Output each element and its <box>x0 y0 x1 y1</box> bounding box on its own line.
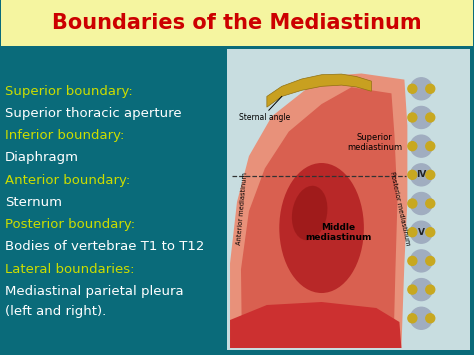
Polygon shape <box>267 74 371 107</box>
Polygon shape <box>241 87 397 348</box>
FancyBboxPatch shape <box>1 0 473 46</box>
Text: IV: IV <box>416 170 427 179</box>
Text: Inferior boundary:: Inferior boundary: <box>5 129 124 142</box>
Text: Diaphragm: Diaphragm <box>5 151 79 164</box>
Text: Boundaries of the Mediastinum: Boundaries of the Mediastinum <box>52 13 422 33</box>
Text: Mediastinal parietal pleura: Mediastinal parietal pleura <box>5 285 183 298</box>
Circle shape <box>408 199 417 208</box>
Circle shape <box>408 285 417 294</box>
Text: Anterior mediastinum: Anterior mediastinum <box>236 171 248 245</box>
Circle shape <box>426 113 435 122</box>
Circle shape <box>408 170 417 179</box>
Ellipse shape <box>292 186 328 240</box>
FancyBboxPatch shape <box>227 49 470 350</box>
Circle shape <box>408 142 417 151</box>
Text: Superior thoracic aperture: Superior thoracic aperture <box>5 107 182 120</box>
Text: Sternal angle: Sternal angle <box>239 113 290 122</box>
Circle shape <box>426 285 435 294</box>
Text: Middle
mediastinum: Middle mediastinum <box>305 223 372 242</box>
Text: Superior
mediastinum: Superior mediastinum <box>347 133 402 152</box>
FancyBboxPatch shape <box>1 46 473 355</box>
Circle shape <box>426 84 435 93</box>
Text: Lateral boundaries:: Lateral boundaries: <box>5 263 135 275</box>
Circle shape <box>426 199 435 208</box>
Circle shape <box>408 256 417 266</box>
Circle shape <box>408 314 417 323</box>
Text: Posterior boundary:: Posterior boundary: <box>5 218 135 231</box>
Text: Superior boundary:: Superior boundary: <box>5 84 133 98</box>
Circle shape <box>426 314 435 323</box>
Circle shape <box>408 84 417 93</box>
Text: Posterior mediastinum: Posterior mediastinum <box>389 170 410 246</box>
Circle shape <box>426 142 435 151</box>
Circle shape <box>408 228 417 237</box>
Polygon shape <box>230 302 401 348</box>
Polygon shape <box>230 73 407 348</box>
Circle shape <box>410 221 432 243</box>
Circle shape <box>426 256 435 266</box>
Circle shape <box>410 307 432 329</box>
Circle shape <box>410 135 432 157</box>
Circle shape <box>408 113 417 122</box>
Circle shape <box>410 164 432 186</box>
Text: Sternum: Sternum <box>5 196 62 209</box>
Text: (left and right).: (left and right). <box>5 305 106 318</box>
Text: V: V <box>418 228 425 237</box>
Circle shape <box>410 78 432 100</box>
Text: Anterior boundary:: Anterior boundary: <box>5 174 130 187</box>
Circle shape <box>410 250 432 272</box>
Circle shape <box>410 106 432 129</box>
Circle shape <box>410 279 432 301</box>
Text: Bodies of vertebrae T1 to T12: Bodies of vertebrae T1 to T12 <box>5 240 204 253</box>
Ellipse shape <box>279 163 364 293</box>
Circle shape <box>426 228 435 237</box>
Circle shape <box>426 170 435 179</box>
Circle shape <box>410 192 432 214</box>
